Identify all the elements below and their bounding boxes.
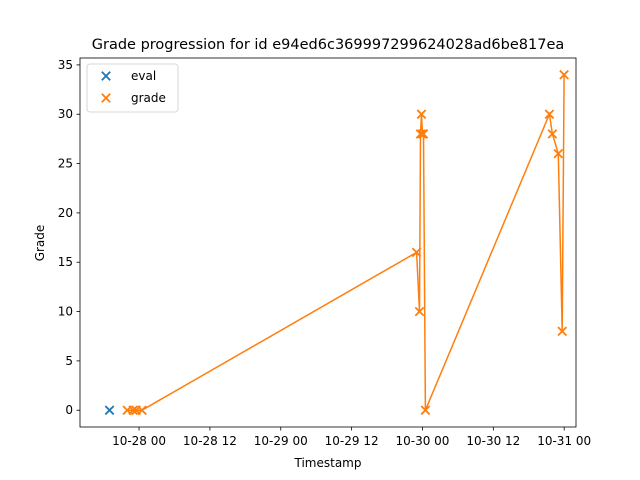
y-tick-label: 5: [65, 354, 73, 368]
data-point-grade: [559, 69, 569, 80]
data-point-grade: [420, 405, 431, 416]
data-point-grade: [547, 129, 558, 139]
data-point-grade: [418, 129, 429, 139]
y-tick-label: 20: [58, 206, 73, 220]
series-grade: [122, 69, 569, 416]
legend-entry-eval: eval: [101, 69, 156, 83]
data-point-grade: [411, 247, 422, 258]
legend-marker-grade: [101, 93, 111, 103]
y-axis: 0 5 10 15 20 25 30 35: [58, 58, 80, 417]
data-point-eval: [104, 405, 115, 416]
data-point-grade: [414, 306, 425, 317]
legend-marker-eval: [101, 71, 111, 81]
data-point-grade: [416, 109, 427, 120]
y-tick-label: 0: [65, 403, 73, 417]
x-tick-label: 10-30 12: [466, 434, 520, 448]
legend: eval grade: [86, 63, 179, 113]
legend-label-grade: grade: [131, 91, 166, 105]
data-point-grade: [137, 405, 147, 416]
plot-frame: [79, 57, 577, 428]
y-tick-label: 25: [58, 157, 73, 171]
x-tick-label: 10-28 00: [112, 434, 166, 448]
y-tick-label: 30: [58, 107, 73, 121]
data-point-grade: [128, 405, 138, 416]
plot-area: [80, 58, 576, 427]
data-point-grade: [544, 109, 555, 120]
x-axis-label: Timestamp: [294, 456, 362, 470]
x-axis: 10-28 00 10-28 12 10-29 00 10-29 12 10-30 00…: [112, 427, 591, 448]
plot-layer: [104, 69, 569, 416]
x-tick-label: 10-29 00: [254, 434, 308, 448]
x-tick-label: 10-29 12: [325, 434, 379, 448]
y-tick-label: 35: [58, 58, 73, 72]
series-line-grade: [127, 74, 565, 411]
legend-box: [86, 63, 179, 113]
data-point-grade: [415, 129, 426, 139]
x-tick-label: 10-28 12: [183, 434, 237, 448]
y-tick-label: 10: [58, 305, 73, 319]
legend-label-eval: eval: [131, 69, 156, 83]
y-axis-label: Grade: [33, 225, 47, 262]
x-tick-label: 10-30 00: [395, 434, 449, 448]
chart-title: Grade progression for id e94ed6c36999729…: [92, 37, 565, 53]
y-tick-label: 15: [58, 255, 73, 269]
series-eval: [104, 405, 115, 416]
legend-entry-grade: grade: [101, 91, 166, 105]
data-point-grade: [557, 326, 568, 337]
data-point-grade: [553, 148, 564, 159]
x-tick-label: 10-31 00: [537, 434, 591, 448]
